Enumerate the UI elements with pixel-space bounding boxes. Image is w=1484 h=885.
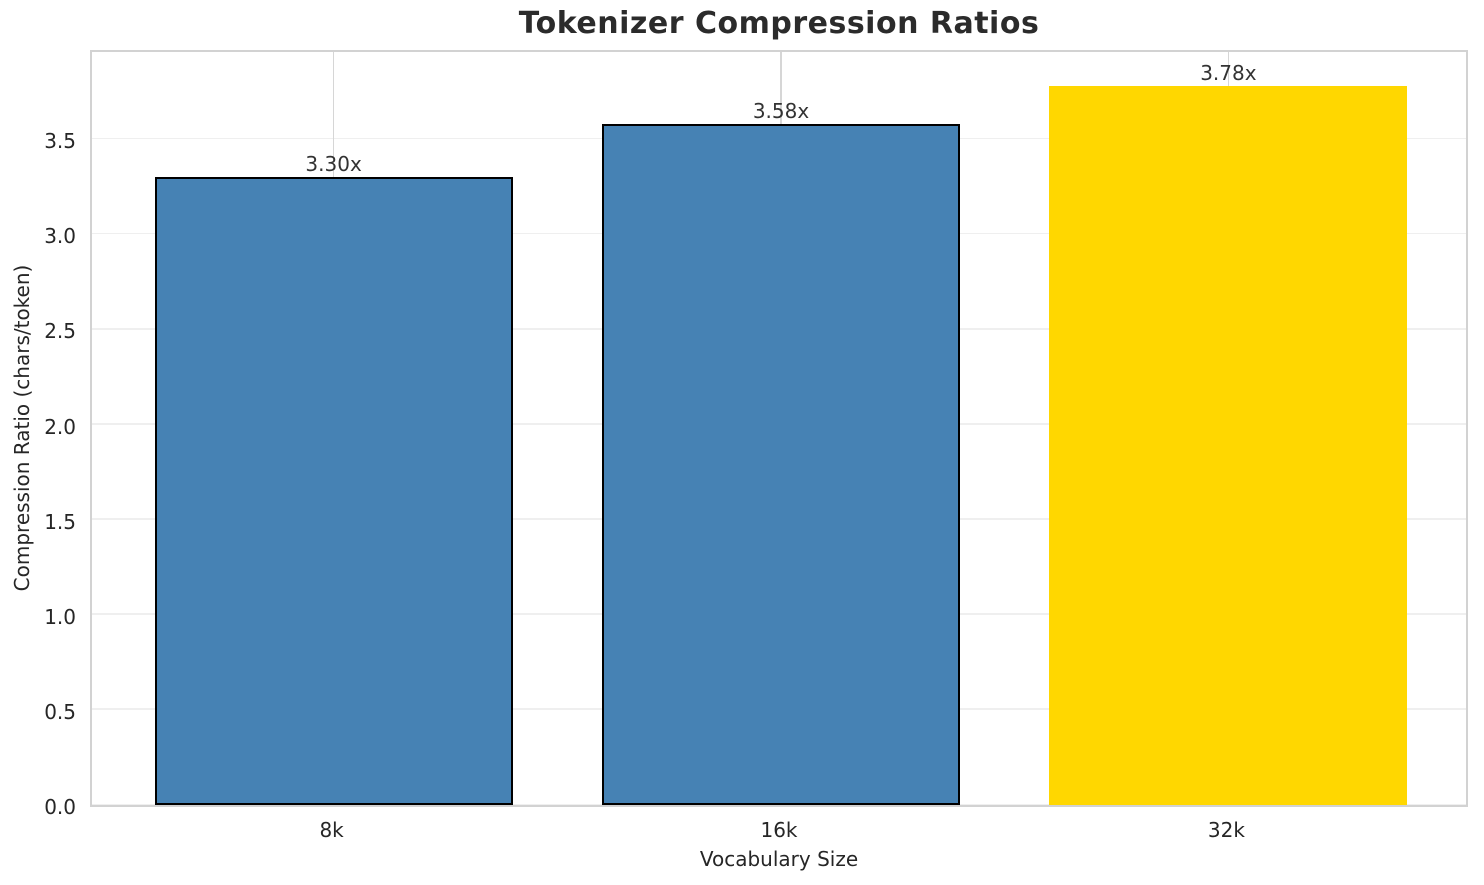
bar-8k	[154, 177, 513, 805]
y-tick-label: 1.0	[44, 604, 76, 629]
x-axis-label: Vocabulary Size	[699, 847, 859, 871]
x-tick-label-32k: 32k	[1207, 818, 1245, 842]
bar-16k	[602, 124, 960, 805]
bar-value-label: 3.78x	[1200, 61, 1257, 86]
y-tick-label: 0.0	[44, 795, 76, 819]
bar-32k	[1049, 86, 1408, 805]
y-tick-label: 2.0	[44, 414, 76, 439]
bar-value-label: 3.30x	[305, 152, 362, 177]
y-tick-label: 1.5	[44, 509, 76, 534]
y-axis-label: Compression Ratio (chars/token)	[10, 264, 34, 592]
x-tick-label-16k: 16k	[760, 818, 798, 842]
chart-title: Tokenizer Compression Ratios	[518, 6, 1040, 41]
y-tick-label: 2.5	[44, 319, 76, 344]
bar-value-label: 3.58x	[752, 99, 810, 124]
y-tick-label: 3.0	[44, 224, 76, 249]
x-tick-label-8k: 8k	[319, 818, 344, 842]
y-tick-label: 0.5	[44, 699, 76, 724]
y-tick-label: 3.5	[44, 129, 76, 154]
plot-area: 3.30x 3.58x 3.78x	[90, 50, 1468, 807]
